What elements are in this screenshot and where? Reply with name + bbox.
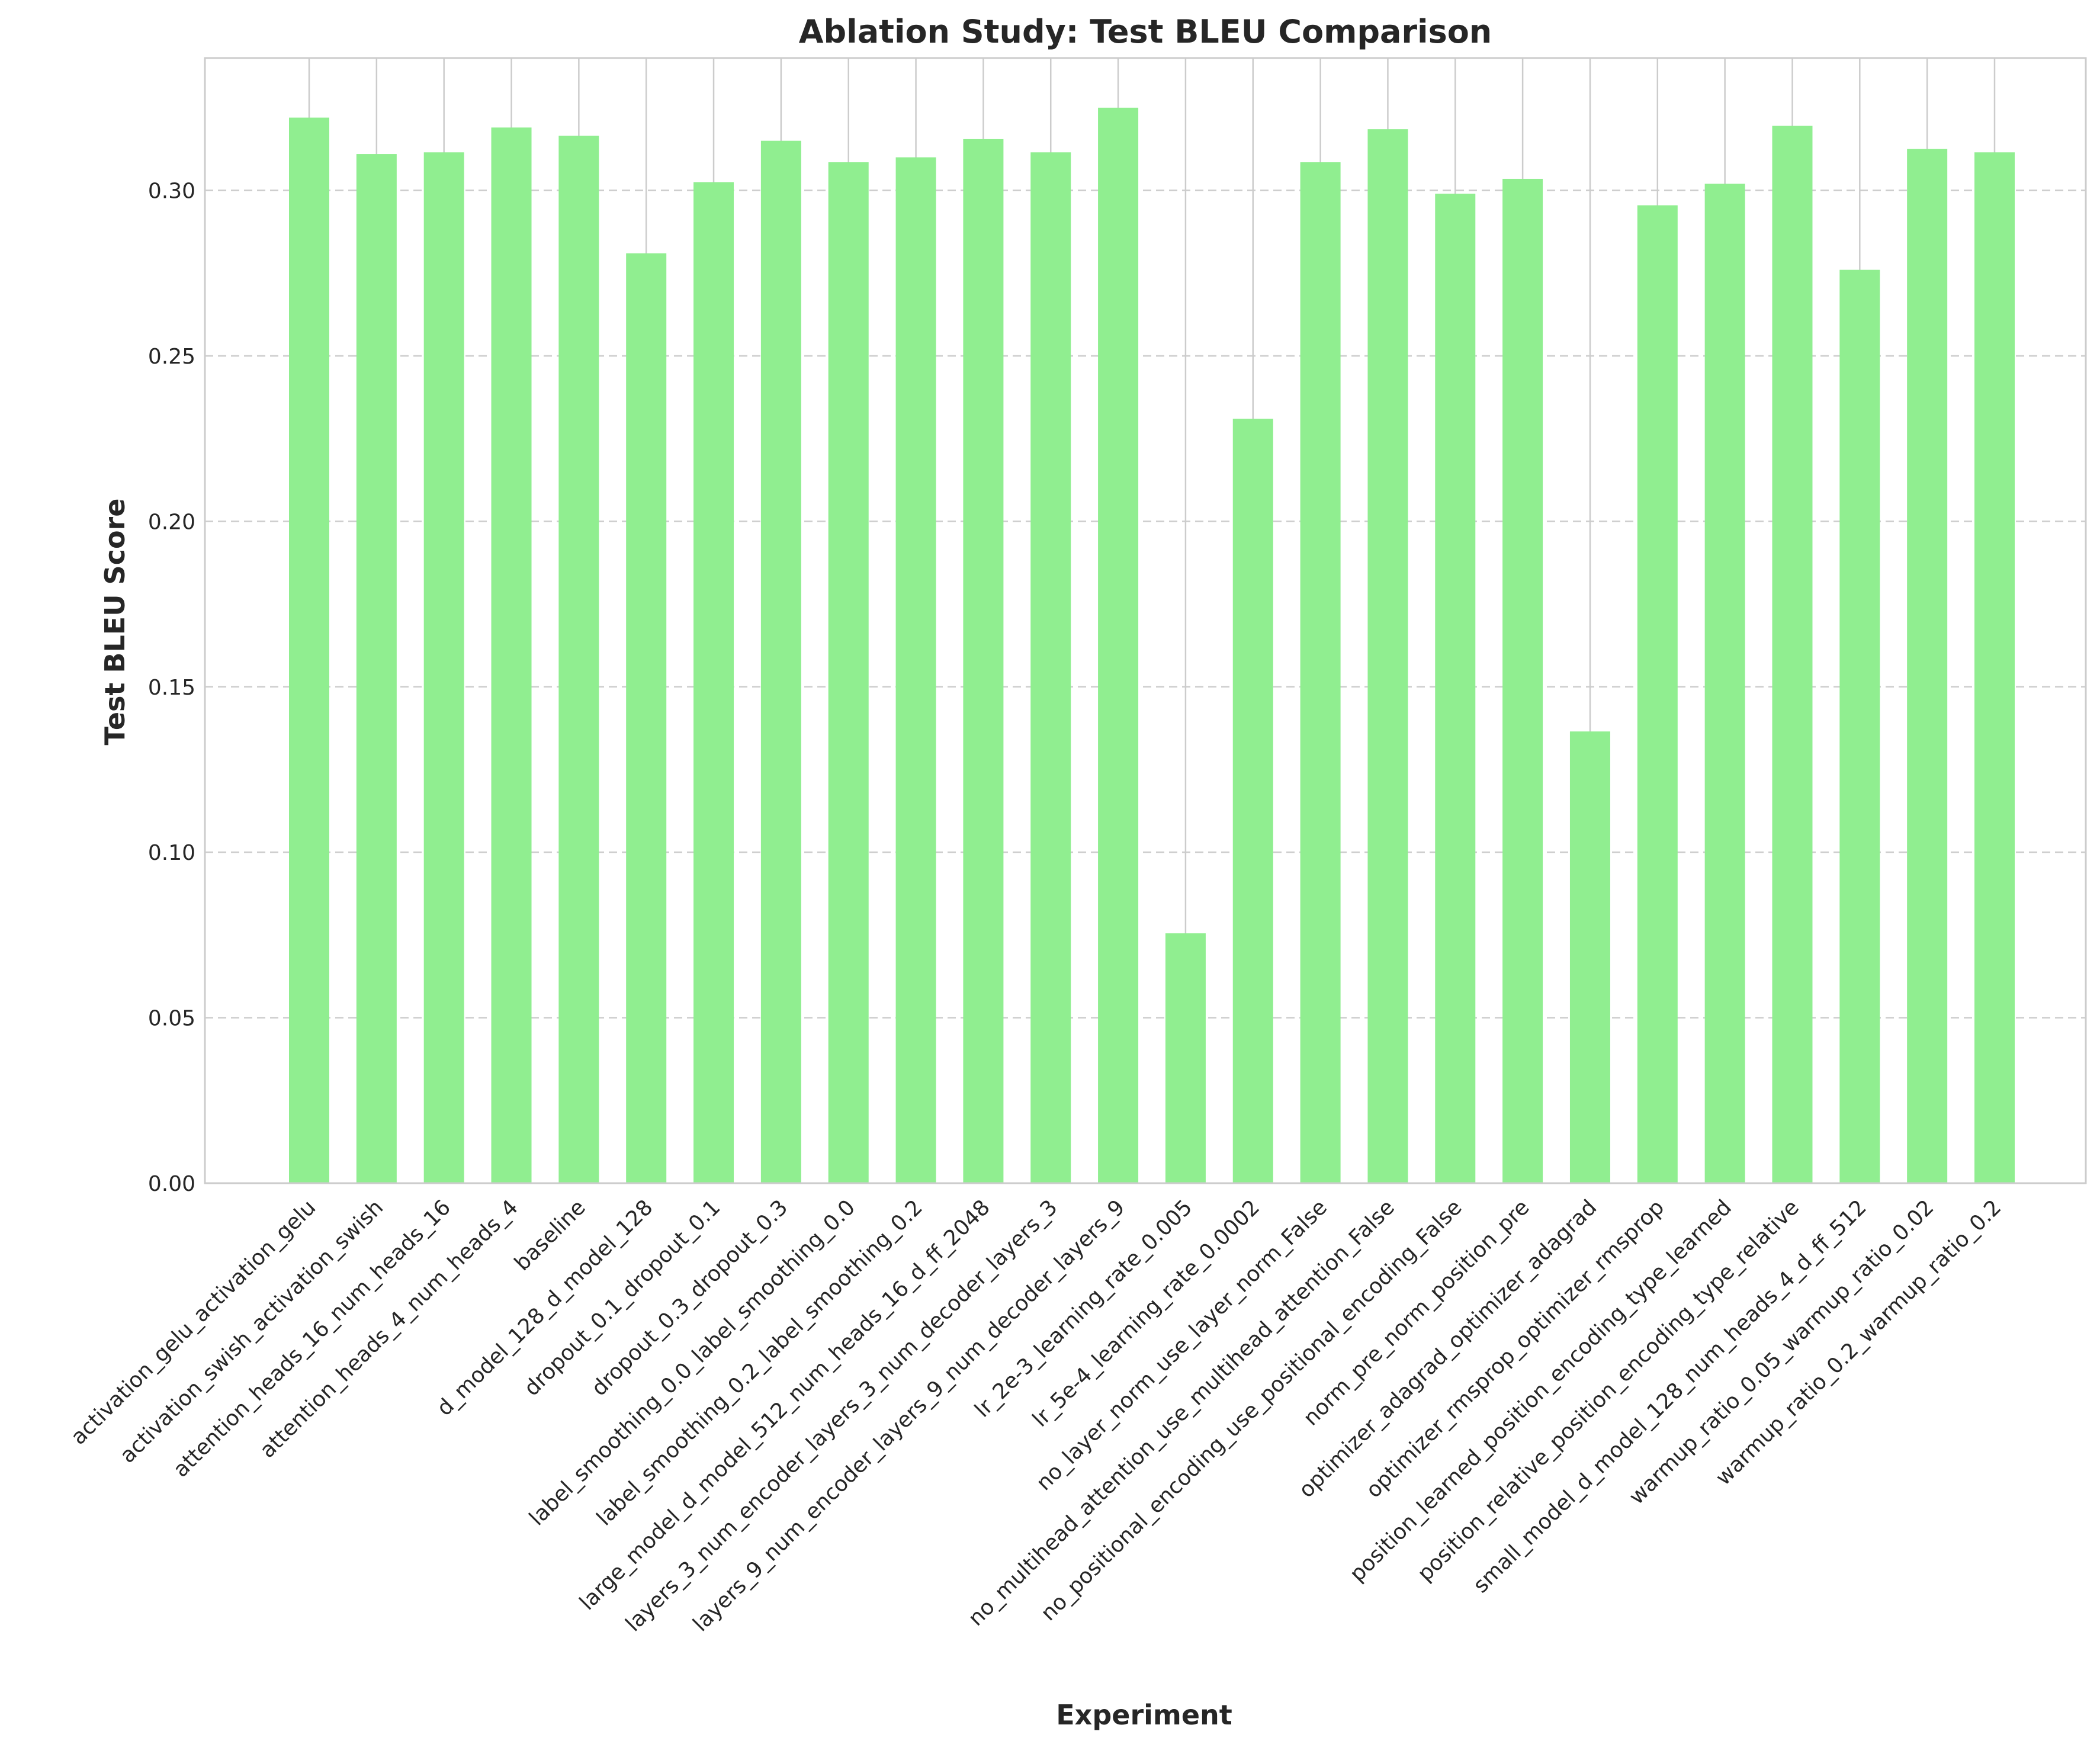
bar: [1098, 107, 1139, 1184]
bar: [289, 117, 329, 1183]
plot-frame: [204, 57, 2087, 1184]
bar: [1030, 152, 1071, 1184]
bar: [1232, 419, 1273, 1183]
bar: [828, 162, 869, 1183]
bar: [1907, 149, 1948, 1183]
bar: [1704, 184, 1745, 1184]
bar: [1637, 205, 1678, 1183]
bar: [1367, 129, 1408, 1183]
bar: [626, 253, 667, 1184]
bar: [760, 140, 801, 1183]
bar: [356, 154, 397, 1183]
y-tick-label: 0.05: [148, 1007, 195, 1031]
bar: [1502, 178, 1543, 1183]
bar: [895, 157, 936, 1183]
bar: [963, 139, 1004, 1184]
bar: [1435, 194, 1476, 1183]
bar: [491, 127, 532, 1184]
y-axis-label: Test BLEU Score: [99, 499, 131, 746]
bar: [1569, 731, 1610, 1183]
y-axis-ticks: 0.00 0.05 0.10 0.15 0.20 0.25 0.30: [148, 179, 195, 1196]
bar: [1839, 269, 1880, 1183]
bar: [1974, 152, 2015, 1184]
y-tick-label: 0.20: [148, 510, 195, 534]
y-tick-label: 0.10: [148, 841, 195, 865]
bar-series: [289, 107, 2015, 1184]
bar: [1165, 933, 1206, 1183]
chart-title: Ablation Study: Test BLEU Comparison: [799, 13, 1492, 50]
y-tick-label: 0.15: [148, 676, 195, 700]
bar: [1772, 126, 1813, 1183]
bar: [1300, 162, 1341, 1183]
x-axis-label: Experiment: [1056, 1699, 1232, 1731]
y-tick-label: 0.00: [148, 1172, 195, 1196]
bar: [558, 136, 599, 1184]
y-tick-label: 0.30: [148, 179, 195, 204]
bar: [423, 152, 464, 1184]
bar: [693, 182, 734, 1183]
y-tick-label: 0.25: [148, 345, 195, 369]
